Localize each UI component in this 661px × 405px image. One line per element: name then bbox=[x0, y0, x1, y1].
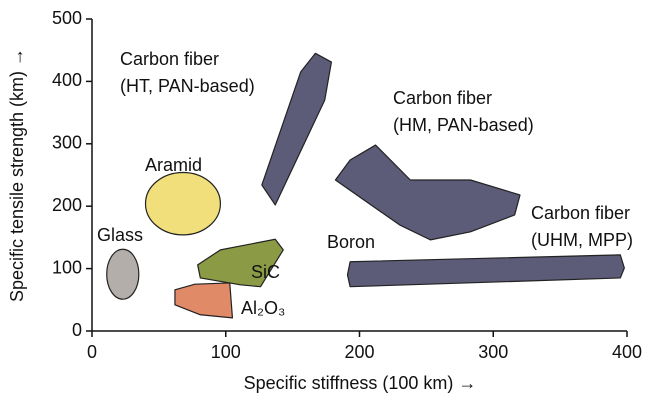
x-tick-label: 100 bbox=[211, 342, 241, 362]
region bbox=[261, 52, 333, 206]
x-tick-label: 300 bbox=[478, 342, 508, 362]
y-axis-title: Specific tensile strength (km) → bbox=[7, 48, 27, 302]
y-tick-label: 100 bbox=[52, 257, 82, 277]
region-label: Carbon fiber bbox=[120, 49, 219, 69]
region-label: Glass bbox=[97, 225, 143, 245]
x-tick-label: 200 bbox=[344, 342, 374, 362]
y-tick-label: 300 bbox=[52, 133, 82, 153]
y-tick-label: 0 bbox=[72, 320, 82, 340]
region-label: (HT, PAN-based) bbox=[120, 76, 255, 96]
region-label: Carbon fiber bbox=[393, 88, 492, 108]
region bbox=[197, 238, 284, 288]
region-label: Al₂O₃ bbox=[241, 298, 285, 318]
region-label: Carbon fiber bbox=[531, 203, 630, 223]
x-tick-label: 0 bbox=[87, 342, 97, 362]
region bbox=[144, 171, 222, 236]
region bbox=[106, 248, 140, 300]
y-tick-label: 400 bbox=[52, 70, 82, 90]
region-label: SiC bbox=[251, 262, 280, 282]
y-tick-label: 200 bbox=[52, 195, 82, 215]
region bbox=[346, 254, 625, 288]
region bbox=[334, 144, 521, 241]
x-axis-title: Specific stiffness (100 km) → bbox=[244, 373, 477, 393]
y-tick-label: 500 bbox=[52, 8, 82, 28]
x-tick-label: 400 bbox=[612, 342, 642, 362]
region-label: (UHM, MPP) bbox=[531, 230, 633, 250]
region bbox=[174, 282, 234, 319]
region-label: (HM, PAN-based) bbox=[393, 115, 534, 135]
region-label: Aramid bbox=[145, 155, 202, 175]
region-label: Boron bbox=[327, 232, 375, 252]
